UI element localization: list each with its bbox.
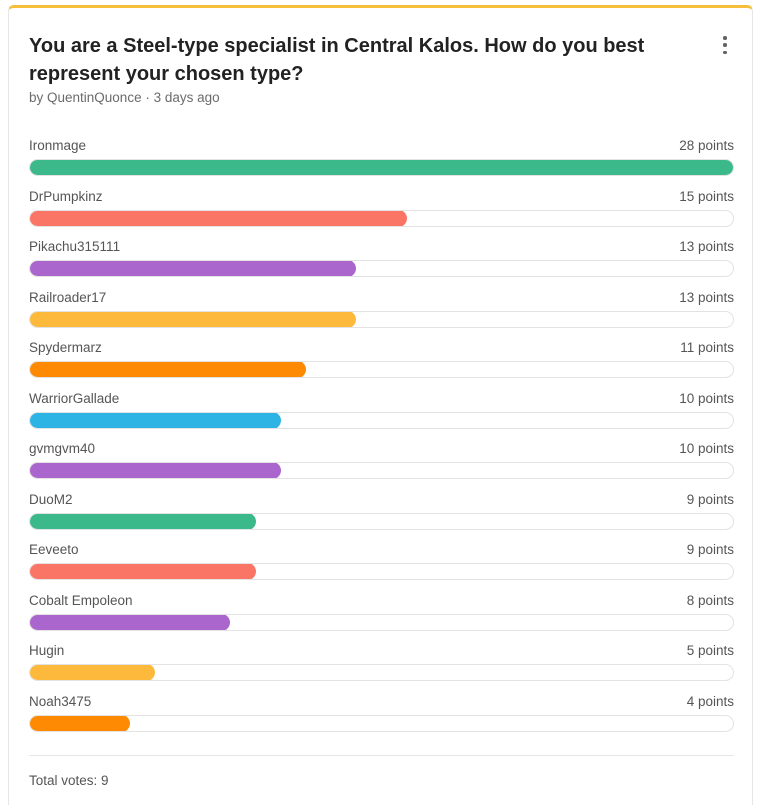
option-name: Cobalt Empoleon: [29, 592, 133, 608]
result-bar-track: [29, 714, 734, 732]
poll-option: DrPumpkinz 15 points: [29, 189, 734, 240]
result-bar-track: [29, 260, 734, 277]
option-points: 10 points: [679, 390, 734, 406]
result-bar-fill: [30, 412, 281, 428]
result-bar-track: [29, 462, 734, 479]
option-points: 10 points: [679, 441, 734, 456]
option-points: 9 points: [686, 542, 734, 557]
result-bar-track: [29, 209, 734, 227]
option-points: 13 points: [679, 289, 734, 305]
option-points: 9 points: [686, 491, 734, 507]
option-name: Ironmage: [29, 138, 87, 153]
result-bar-fill: [30, 311, 357, 327]
poll-results: Ironmage 28 points DrPumpkinz 15 points Pika…: [29, 138, 734, 744]
poll-card: You are a Steel-type specialist in Centr…: [8, 5, 753, 805]
result-bar-fill: [30, 261, 357, 276]
result-bar-track: [29, 613, 734, 631]
option-name: DrPumpkinz: [29, 188, 103, 204]
result-bar-fill: [30, 564, 256, 579]
option-points: 11 points: [680, 340, 734, 355]
more-options-icon[interactable]: [720, 36, 730, 54]
option-points: 15 points: [679, 188, 734, 204]
result-bar-track: [29, 361, 734, 378]
total-votes: Total votes: 9: [29, 773, 109, 788]
result-bar-track: [29, 310, 734, 328]
poll-option: Spydermarz 11 points: [29, 340, 734, 391]
poll-title: You are a Steel-type specialist in Centr…: [29, 35, 645, 85]
poll-option: Ironmage 28 points: [29, 138, 734, 189]
poll-option: Railroader17 13 points: [29, 290, 734, 341]
option-name: Pikachu315111: [29, 239, 121, 254]
option-name: Hugin: [29, 643, 65, 658]
poll-byline: by QuentinQuonce · 3 days ago: [29, 90, 220, 105]
result-bar-track: [29, 411, 734, 429]
divider: [29, 755, 734, 756]
option-name: gvmgvm40: [29, 441, 96, 456]
option-name: Eeveeto: [29, 542, 79, 557]
result-bar-fill: [30, 160, 733, 175]
option-points: 4 points: [686, 693, 734, 709]
result-bar-fill: [30, 463, 281, 478]
option-points: 8 points: [686, 592, 734, 608]
option-points: 5 points: [686, 643, 734, 658]
result-bar-fill: [30, 614, 231, 630]
option-name: Noah3475: [29, 693, 92, 709]
option-points: 13 points: [679, 239, 734, 254]
result-bar-track: [29, 664, 734, 681]
poll-option: Hugin 5 points: [29, 643, 734, 694]
result-bar-track: [29, 563, 734, 580]
option-name: DuoM2: [29, 491, 73, 507]
result-bar-fill: [30, 665, 155, 680]
result-bar-fill: [30, 715, 130, 731]
option-name: WarriorGallade: [29, 390, 120, 406]
result-bar-track: [29, 159, 734, 176]
poll-option: gvmgvm40 10 points: [29, 441, 734, 492]
poll-option: Cobalt Empoleon 8 points: [29, 593, 734, 644]
result-bar-track: [29, 512, 734, 530]
poll-option: WarriorGallade 10 points: [29, 391, 734, 442]
poll-option: Eeveeto 9 points: [29, 542, 734, 593]
option-points: 28 points: [679, 138, 734, 153]
result-bar-fill: [30, 362, 306, 377]
result-bar-fill: [30, 210, 407, 226]
option-name: Spydermarz: [29, 340, 102, 355]
poll-option: Pikachu315111 13 points: [29, 239, 734, 290]
poll-option: DuoM2 9 points: [29, 492, 734, 543]
result-bar-fill: [30, 513, 256, 529]
poll-option: Noah3475 4 points: [29, 694, 734, 745]
option-name: Railroader17: [29, 289, 107, 305]
